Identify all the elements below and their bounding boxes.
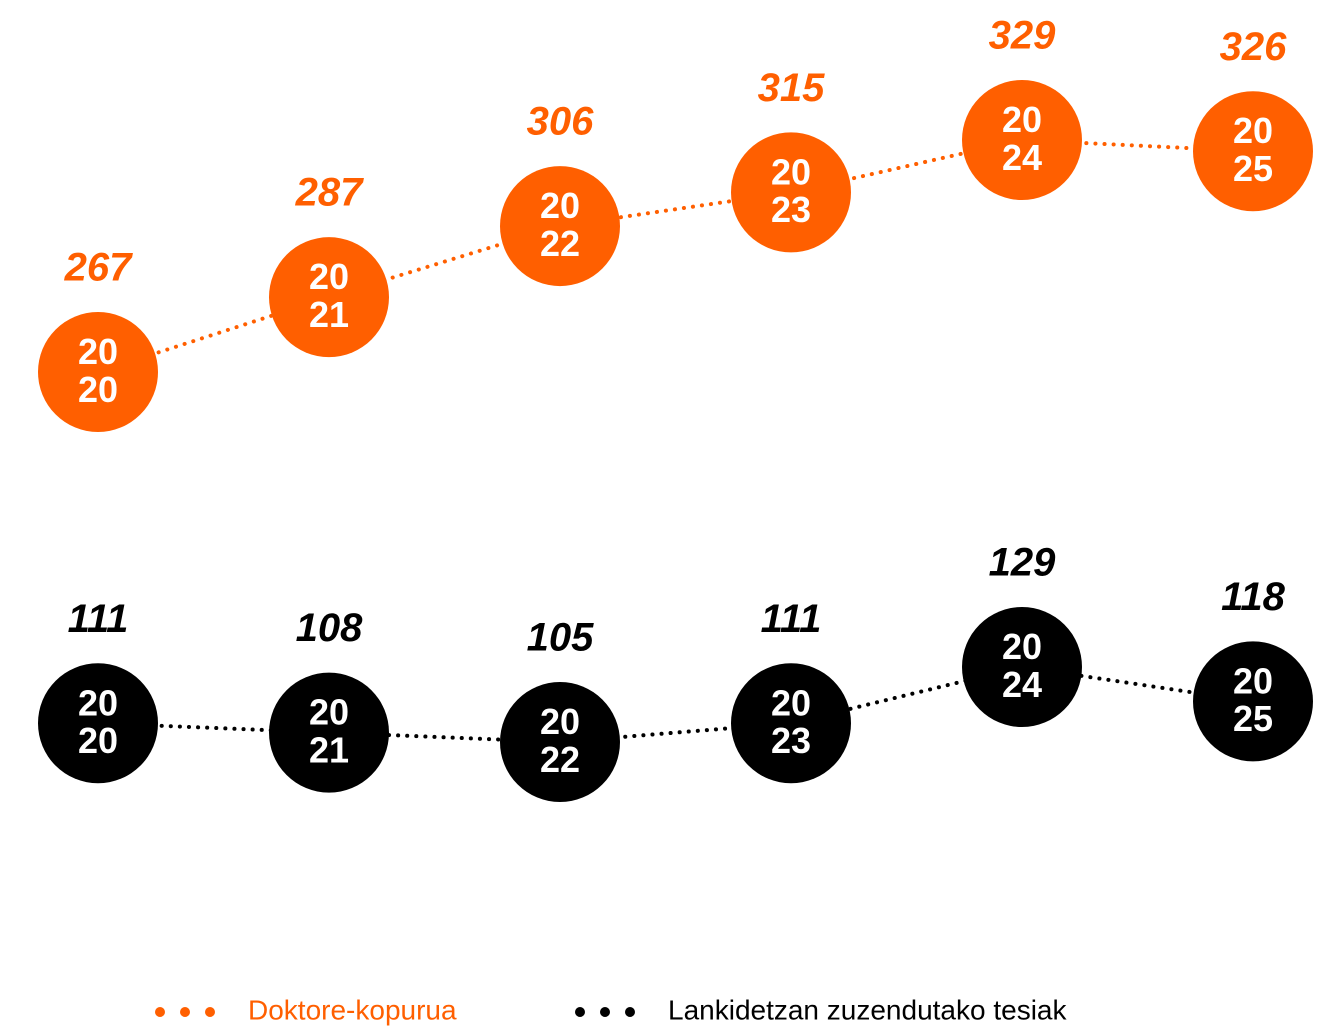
point: [500, 682, 620, 802]
value-label: 108: [296, 606, 363, 650]
legend-dot: [625, 1007, 635, 1017]
year-label: 20 23: [771, 682, 811, 761]
year-label: 20 24: [1002, 99, 1042, 178]
year-label: 20 20: [78, 331, 118, 410]
year-label: 20 20: [78, 682, 118, 761]
legend-dot: [600, 1007, 610, 1017]
legend-label: Lankidetzan zuzendutako tesiak: [668, 994, 1067, 1025]
value-label: 111: [68, 597, 129, 641]
point: [731, 132, 851, 253]
value-label: 326: [1220, 25, 1287, 69]
year-label: 20 22: [540, 701, 580, 780]
year-label: 20 25: [1233, 110, 1273, 189]
point: [269, 237, 389, 358]
legend-dot: [205, 1007, 215, 1017]
point: [38, 312, 158, 432]
series-line: [96, 137, 1255, 374]
value-label: 287: [295, 171, 364, 215]
point: [1193, 91, 1313, 212]
year-label: 20 22: [540, 185, 580, 264]
point: [731, 663, 851, 784]
point: [962, 80, 1082, 200]
year-label: 20 21: [309, 691, 349, 770]
point: [500, 166, 620, 287]
legend-label: Doktore-kopurua: [248, 994, 457, 1025]
value-label: 129: [989, 541, 1056, 585]
point: [962, 607, 1082, 727]
point: [1193, 641, 1313, 762]
year-label: 20 25: [1233, 660, 1273, 739]
point: [269, 672, 389, 793]
value-label: 329: [989, 14, 1056, 58]
year-label: 20 24: [1002, 626, 1042, 705]
value-label: 267: [64, 246, 133, 290]
legend-dot: [180, 1007, 190, 1017]
point: [38, 663, 158, 784]
year-label: 20 21: [309, 256, 349, 335]
legend-dot: [575, 1007, 585, 1017]
value-label: 105: [527, 616, 594, 660]
legend-dot: [155, 1007, 165, 1017]
year-label: 20 23: [771, 151, 811, 230]
value-label: 111: [761, 597, 822, 641]
value-label: 118: [1221, 575, 1286, 619]
value-label: 315: [758, 66, 825, 110]
value-label: 306: [527, 100, 594, 144]
